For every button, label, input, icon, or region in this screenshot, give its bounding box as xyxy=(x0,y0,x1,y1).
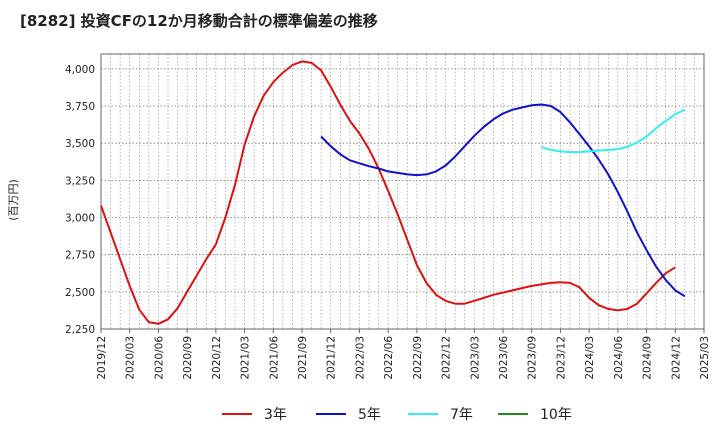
x-tick-label: 2025/03 xyxy=(699,336,711,380)
x-tick-label: 2023/03 xyxy=(469,336,481,380)
x-tick-label: 2023/12 xyxy=(555,336,567,380)
legend-label: 7年 xyxy=(450,407,473,423)
y-axis-ticks: 2,250 2,500 2,750 3,000 3,250 3,500 3,750 4,000 xyxy=(65,64,95,336)
series-line-5年 xyxy=(320,103,686,298)
x-tick-label: 2020/06 xyxy=(153,336,165,380)
x-tick-label: 2020/09 xyxy=(182,336,194,380)
x-tick-label: 2022/09 xyxy=(412,336,424,380)
x-tick-label: 2024/12 xyxy=(670,336,682,380)
x-tick-label: 2021/12 xyxy=(326,336,338,380)
x-tick-label: 2020/12 xyxy=(211,336,223,380)
x-tick-label: 2020/03 xyxy=(125,336,137,380)
x-tick-label: 2021/06 xyxy=(268,336,280,380)
x-tick-label: 2023/09 xyxy=(527,336,539,380)
x-tick-label: 2022/06 xyxy=(383,336,395,380)
legend-label: 5年 xyxy=(358,407,381,423)
x-tick-label: 2021/09 xyxy=(297,336,309,380)
y-axis-label: (百万円) xyxy=(7,179,20,221)
series-line-7年 xyxy=(541,108,686,154)
x-tick-label: 2024/09 xyxy=(642,336,654,380)
legend-label: 3年 xyxy=(264,407,287,423)
legend: 3年 5年 7年 10年 xyxy=(222,407,572,423)
series-line-3年 xyxy=(100,60,676,325)
y-tick-label: 2,500 xyxy=(65,287,95,299)
x-tick-label: 2022/03 xyxy=(354,336,366,380)
plot-frame xyxy=(100,53,705,330)
series-lines xyxy=(100,60,686,325)
y-tick-label: 3,250 xyxy=(65,175,95,187)
x-axis-ticks: 2019/12 2020/03 2020/06 2020/09 2020/12 2021/… xyxy=(96,329,711,380)
y-tick-label: 4,000 xyxy=(65,64,95,76)
y-tick-label: 3,000 xyxy=(65,213,95,225)
x-tick-label: 2022/12 xyxy=(441,336,453,380)
x-tick-label: 2024/03 xyxy=(584,336,596,380)
x-tick-label: 2019/12 xyxy=(96,336,108,380)
grid-lines xyxy=(100,54,705,330)
x-tick-label: 2024/06 xyxy=(613,336,625,380)
y-tick-label: 2,750 xyxy=(65,250,95,262)
legend-label: 10年 xyxy=(540,407,572,423)
y-tick-label: 3,500 xyxy=(65,138,95,150)
x-tick-label: 2021/03 xyxy=(240,336,252,380)
x-tick-label: 2023/06 xyxy=(498,336,510,380)
chart-title: [8282] 投資CFの12か月移動合計の標準偏差の推移 xyxy=(20,12,378,30)
y-tick-label: 2,250 xyxy=(65,324,95,336)
y-tick-label: 3,750 xyxy=(65,101,95,113)
